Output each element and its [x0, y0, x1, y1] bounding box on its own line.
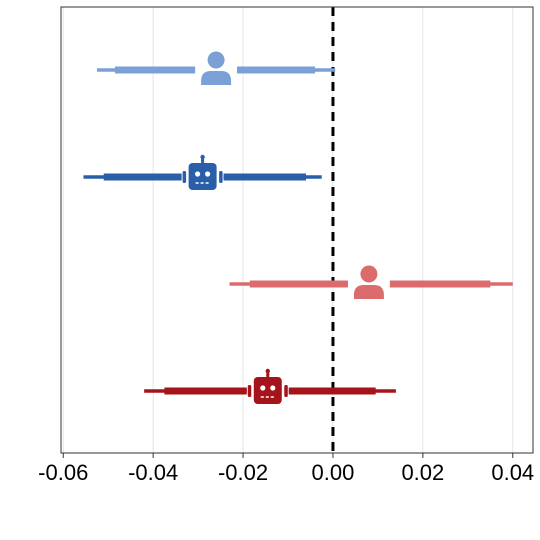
- plot-border: [60, 6, 534, 454]
- series-row: [83, 154, 322, 190]
- robot-icon-eye-right: [270, 385, 276, 391]
- robot-icon-eye-left: [195, 171, 201, 177]
- x-tick-label: 0.00: [312, 460, 355, 485]
- robot-icon: [182, 154, 223, 190]
- robot-icon-ear-left: [247, 385, 252, 397]
- x-tick-label: -0.06: [38, 460, 88, 485]
- robot-icon: [247, 368, 288, 404]
- person-icon-body: [353, 285, 384, 299]
- robot-icon-eye-right: [205, 171, 211, 177]
- series-row: [96, 51, 336, 85]
- robot-icon-ear-right: [284, 385, 288, 397]
- x-tick-label: -0.04: [128, 460, 178, 485]
- robot-icon-antenna-tip: [265, 368, 270, 374]
- x-tick-label: -0.02: [218, 460, 268, 485]
- person-icon-body: [201, 71, 232, 85]
- robot-icon-eye-left: [260, 385, 266, 391]
- series-group: [83, 51, 513, 404]
- robot-icon-antenna-tip: [200, 154, 205, 160]
- plot-panel: [61, 7, 533, 453]
- x-axis: -0.06 -0.04 -0.02 0.00 0.02 0.04: [38, 453, 534, 485]
- person-icon: [353, 265, 384, 299]
- person-icon-head: [207, 51, 225, 69]
- series-row: [144, 368, 396, 404]
- x-tick-label: 0.04: [491, 460, 534, 485]
- robot-icon-head: [253, 377, 282, 404]
- x-tick-label: 0.02: [401, 460, 444, 485]
- person-icon-head: [360, 265, 378, 283]
- robot-icon-ear-left: [182, 171, 187, 183]
- robot-icon-head: [188, 163, 217, 190]
- series-row: [229, 265, 513, 299]
- person-icon: [201, 51, 232, 85]
- robot-icon-ear-right: [219, 171, 223, 183]
- grid-lines: [62, 7, 514, 453]
